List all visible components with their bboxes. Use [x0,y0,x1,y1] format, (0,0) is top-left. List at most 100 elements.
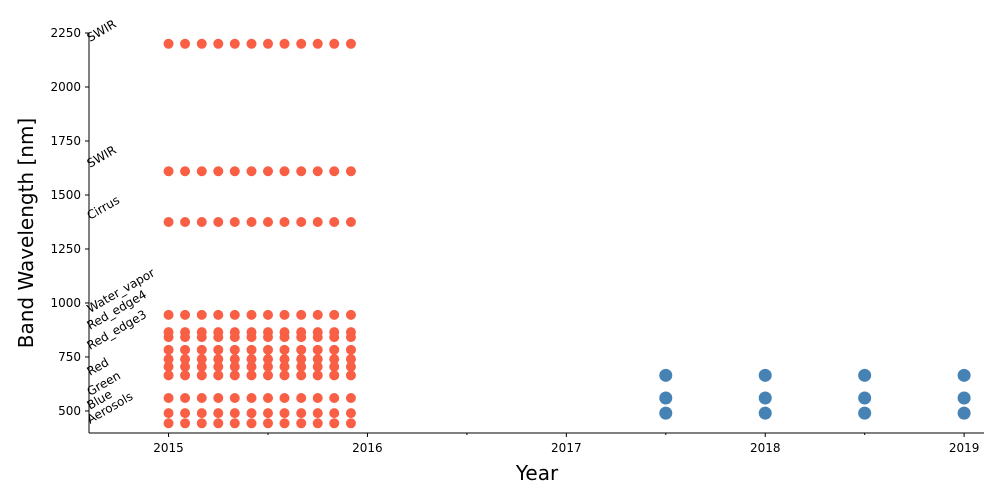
scatter-point [180,361,191,372]
scatter-point [229,38,240,49]
scatter-point [229,408,240,419]
scatter-point [213,370,224,381]
scatter-point [659,368,673,382]
scatter-point [229,361,240,372]
scatter-point [279,354,290,365]
scatter-point [213,361,224,372]
scatter-point [329,216,340,227]
scatter-point [345,408,356,419]
scatter-point [296,327,307,338]
scatter-point [196,344,207,355]
scatter-point [345,166,356,177]
scatter-point [279,361,290,372]
band-label: Cirrus [85,193,123,223]
scatter-point [180,38,191,49]
scatter-point [312,38,323,49]
scatter-point [196,309,207,320]
scatter-point [312,354,323,365]
scatter-point [196,393,207,404]
scatter-point [279,216,290,227]
scatter-point [345,354,356,365]
scatter-point [196,361,207,372]
scatter-point [312,393,323,404]
scatter-point [296,344,307,355]
scatter-point [659,391,673,405]
scatter-point [246,418,257,429]
scatter-point [163,166,174,177]
scatter-point [296,216,307,227]
y-axis-label: Band Wavelength [nm] [14,118,38,348]
scatter-point [279,327,290,338]
scatter-point [213,309,224,320]
scatter-point [180,354,191,365]
x-tick-label: 2019 [949,441,980,455]
scatter-point [345,370,356,381]
scatter-point [180,393,191,404]
scatter-point [213,393,224,404]
scatter-point [229,309,240,320]
scatter-point [196,38,207,49]
scatter-point [163,354,174,365]
y-tick-label: 1500 [50,188,81,202]
scatter-point [329,393,340,404]
scatter-point [329,344,340,355]
scatter-point [229,354,240,365]
scatter-point [263,418,273,429]
scatter-point [229,216,240,227]
band-label: SWIR [85,17,119,45]
scatter-point [196,354,207,365]
scatter-point [345,216,356,227]
scatter-point [345,344,356,355]
scatter-point [180,408,191,419]
scatter-point [180,166,191,177]
x-tick-label: 2018 [750,441,781,455]
scatter-point [312,370,323,381]
scatter-point [213,327,224,338]
scatter-point [312,327,323,338]
scatter-point [345,38,356,49]
scatter-point [196,327,207,338]
scatter-point [180,344,191,355]
scatter-point [246,354,257,365]
scatter-point [246,309,257,320]
scatter-point [196,418,207,429]
scatter-point [758,406,772,420]
scatter-point [246,393,257,404]
y-tick-label: 500 [58,404,81,418]
scatter-point [246,166,257,177]
scatter-point [329,354,340,365]
scatter-point [296,408,307,419]
scatter-point [213,344,224,355]
scatter-point [263,327,273,338]
scatter-point [279,393,290,404]
y-tick-label: 1250 [50,242,81,256]
scatter-point [229,327,240,338]
scatter-point [163,327,174,338]
x-tick-label: 2017 [551,441,582,455]
scatter-point [213,354,224,365]
scatter-point [263,38,273,49]
y-tick-label: 1750 [50,134,81,148]
scatter-point [213,418,224,429]
scatter-point [229,370,240,381]
scatter-point [345,361,356,372]
y-tick-label: 2000 [50,80,81,94]
scatter-point [279,344,290,355]
scatter-point [329,370,340,381]
scatter-point [246,408,257,419]
scatter-point [229,393,240,404]
scatter-point [163,344,174,355]
scatter-point [263,361,273,372]
scatter-point [263,166,273,177]
scatter-point [296,166,307,177]
scatter-point [263,408,273,419]
y-tick-label: 1000 [50,296,81,310]
scatter-point [329,418,340,429]
y-tick-label: 2250 [50,26,81,40]
scatter-point [163,38,174,49]
scatter-point [312,166,323,177]
scatter-point [296,309,307,320]
scatter-point [312,361,323,372]
scatter-point [229,166,240,177]
scatter-point [213,408,224,419]
